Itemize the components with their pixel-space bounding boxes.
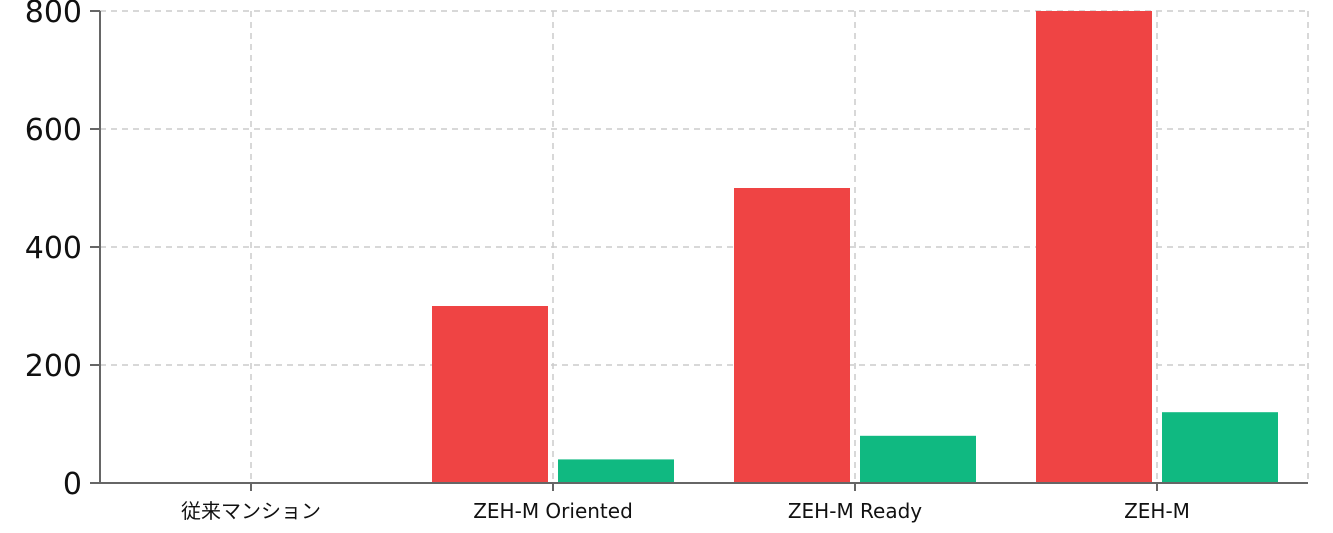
y-tick-label-1: 200: [25, 349, 82, 384]
bar-s1-c3: [1162, 412, 1278, 483]
x-tick-label-0: 従来マンション: [181, 499, 321, 523]
bar-s0-c2: [734, 188, 850, 483]
y-tick-label-0: 0: [63, 467, 82, 502]
x-tick-label-2: ZEH-M Ready: [788, 499, 922, 523]
bar-s0-c1: [432, 306, 548, 483]
axes: [90, 10, 1308, 491]
bar-s1-c1: [558, 459, 674, 483]
bar-s0-c3: [1036, 11, 1152, 483]
bar-s1-c2: [860, 435, 976, 483]
x-tick-label-1: ZEH-M Oriented: [473, 499, 633, 523]
y-tick-label-2: 400: [25, 231, 82, 266]
y-tick-label-4: 800: [25, 0, 82, 30]
y-tick-label-3: 600: [25, 113, 82, 148]
bars: [432, 11, 1278, 483]
tick-labels: 0 200 400 600 800 従来マンション ZEH-M Oriented ZEH-M …: [25, 0, 1190, 523]
x-tick-label-3: ZEH-M: [1124, 499, 1190, 523]
